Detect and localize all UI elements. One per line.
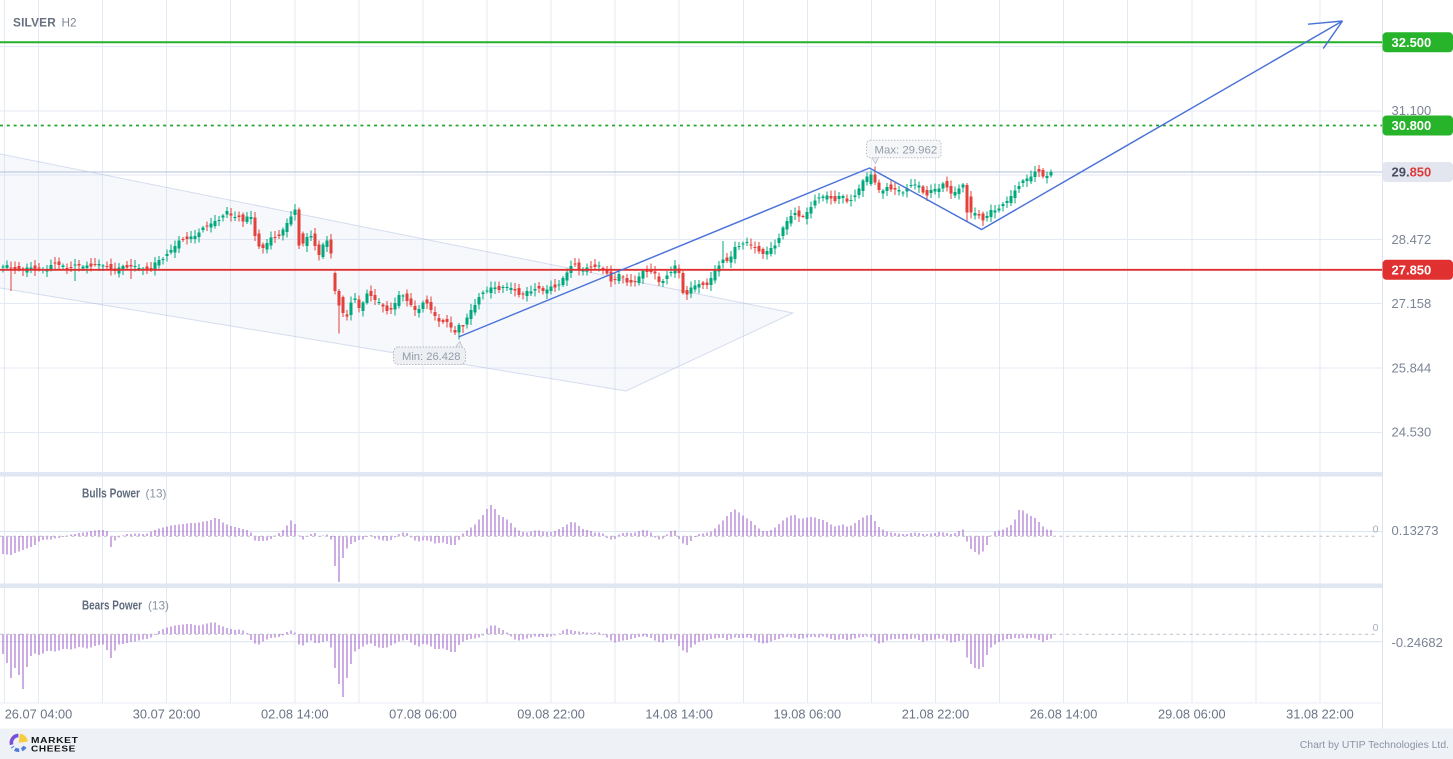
svg-text:Max: 29.962: Max: 29.962 xyxy=(875,144,938,156)
svg-text:H2: H2 xyxy=(62,16,77,30)
svg-text:27.850: 27.850 xyxy=(1392,262,1432,277)
svg-text:0: 0 xyxy=(1373,524,1379,536)
svg-text:0.13273: 0.13273 xyxy=(1392,523,1439,538)
svg-text:Min: 26.428: Min: 26.428 xyxy=(402,351,460,363)
svg-text:31.08 22:00: 31.08 22:00 xyxy=(1286,706,1354,721)
svg-text:02.08 14:00: 02.08 14:00 xyxy=(261,706,329,721)
svg-text:09.08 22:00: 09.08 22:00 xyxy=(517,706,585,721)
svg-text:30.07 20:00: 30.07 20:00 xyxy=(133,706,201,721)
svg-text:-0.24682: -0.24682 xyxy=(1392,635,1443,650)
svg-text:(13): (13) xyxy=(146,486,167,500)
svg-text:07.08 06:00: 07.08 06:00 xyxy=(389,706,457,721)
svg-text:(13): (13) xyxy=(148,599,169,613)
svg-text:26.07 04:00: 26.07 04:00 xyxy=(5,706,73,721)
svg-text:31.100: 31.100 xyxy=(1392,103,1432,118)
svg-text:25.844: 25.844 xyxy=(1392,360,1432,375)
svg-text:28.472: 28.472 xyxy=(1392,232,1432,247)
svg-text:0: 0 xyxy=(1373,622,1379,634)
svg-text:24.530: 24.530 xyxy=(1392,425,1432,440)
svg-text:29.08 06:00: 29.08 06:00 xyxy=(1158,706,1226,721)
svg-text:14.08 14:00: 14.08 14:00 xyxy=(645,706,713,721)
svg-text:CHEESE: CHEESE xyxy=(31,745,76,754)
svg-text:Chart by UTIP Technologies Ltd: Chart by UTIP Technologies Ltd. xyxy=(1300,740,1449,751)
svg-text:21.08 22:00: 21.08 22:00 xyxy=(902,706,970,721)
svg-text:SILVER: SILVER xyxy=(13,16,56,30)
svg-text:27.158: 27.158 xyxy=(1392,296,1432,311)
svg-text:32.500: 32.500 xyxy=(1392,35,1432,50)
svg-text:29.850: 29.850 xyxy=(1392,165,1432,180)
svg-text:Bulls Power: Bulls Power xyxy=(82,486,140,500)
svg-text:26.08 14:00: 26.08 14:00 xyxy=(1030,706,1098,721)
svg-text:MARKET: MARKET xyxy=(31,736,79,745)
svg-text:30.800: 30.800 xyxy=(1392,118,1432,133)
svg-text:19.08 06:00: 19.08 06:00 xyxy=(773,706,841,721)
svg-text:Bears Power: Bears Power xyxy=(82,599,142,613)
